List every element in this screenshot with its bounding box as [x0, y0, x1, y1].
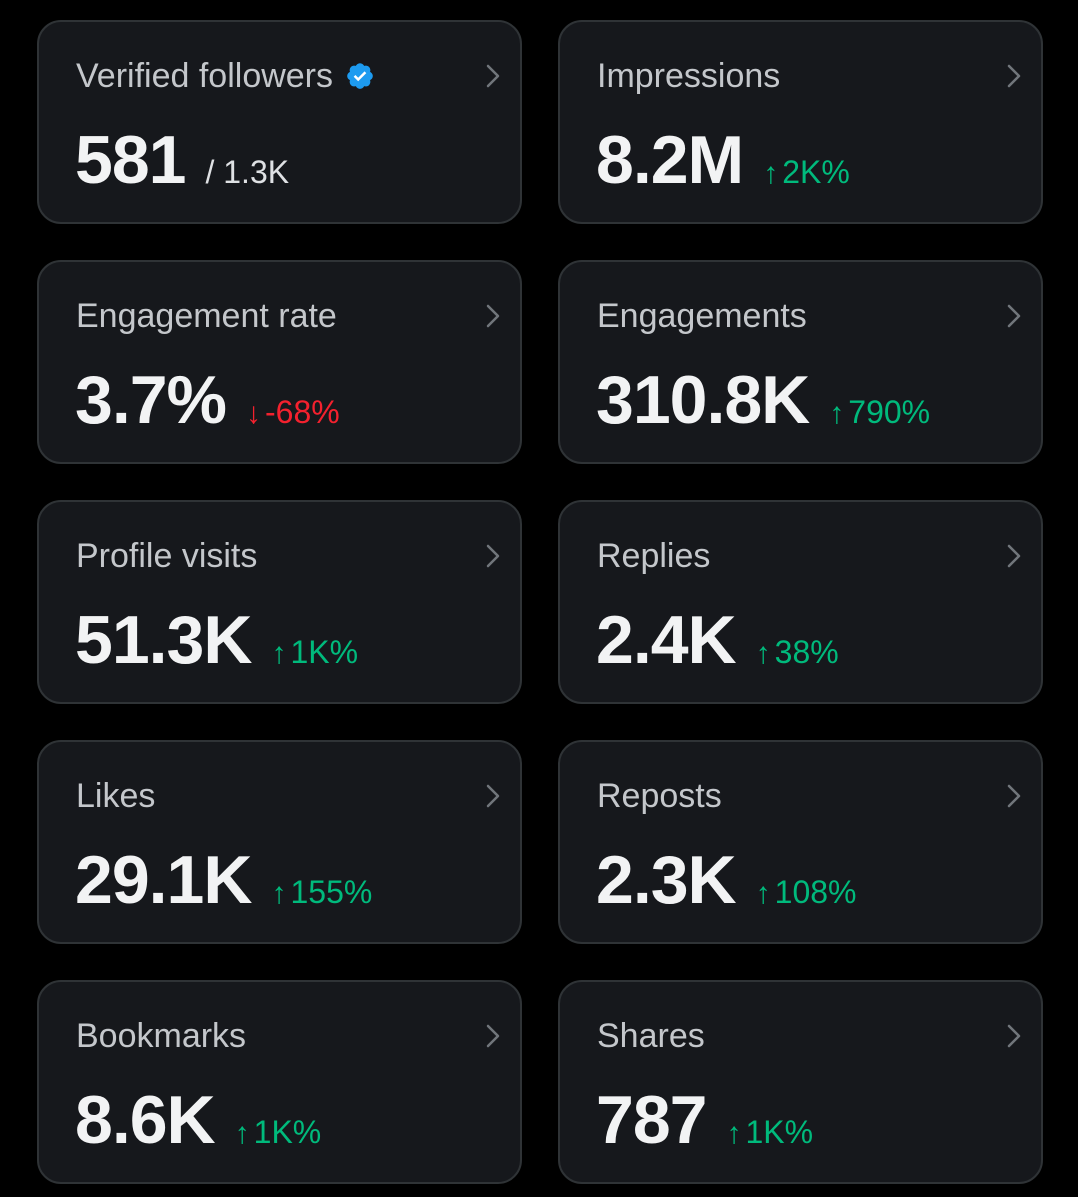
- metric-change: ↑ 2K%: [763, 154, 850, 191]
- card-engagement-rate[interactable]: Engagement rate 3.7% ↓ -68%: [37, 260, 522, 464]
- card-reposts[interactable]: Reposts 2.3K ↑ 108%: [558, 740, 1043, 944]
- change-percent: 38%: [774, 634, 839, 670]
- chevron-right-icon: [486, 304, 500, 328]
- card-title-row: Verified followers: [76, 54, 375, 98]
- change-percent: 1K%: [745, 1114, 814, 1150]
- change-percent: 155%: [290, 874, 373, 910]
- card-impressions[interactable]: Impressions 8.2M ↑ 2K%: [558, 20, 1043, 224]
- metric-change: ↓ -68%: [246, 394, 340, 431]
- metric-total: / 1.3K: [205, 154, 290, 190]
- metric-change: ↑ 155%: [271, 874, 372, 911]
- card-title-row: Impressions: [597, 54, 780, 98]
- value-row: 29.1K ↑ 155%: [75, 842, 372, 918]
- value-row: 310.8K ↑ 790%: [596, 362, 930, 438]
- change-percent: 108%: [774, 874, 857, 910]
- arrow-up-icon: ↑: [271, 877, 287, 910]
- value-row: 8.6K ↑ 1K%: [75, 1082, 321, 1158]
- change-percent: 790%: [848, 394, 931, 430]
- chevron-right-icon: [1007, 64, 1021, 88]
- chevron-right-icon: [1007, 1024, 1021, 1048]
- card-title: Impressions: [597, 57, 781, 95]
- arrow-up-icon: ↑: [755, 877, 771, 910]
- metric-value: 8.6K: [75, 1082, 216, 1158]
- metric-value: 310.8K: [596, 362, 810, 438]
- card-replies[interactable]: Replies 2.4K ↑ 38%: [558, 500, 1043, 704]
- card-title: Shares: [597, 1017, 705, 1055]
- value-row: 581 / 1.3K: [75, 122, 289, 198]
- card-title-row: Engagement rate: [76, 294, 337, 338]
- card-title: Likes: [76, 777, 156, 815]
- card-title: Reposts: [597, 777, 722, 815]
- value-row: 2.4K ↑ 38%: [596, 602, 839, 678]
- card-title: Bookmarks: [76, 1017, 247, 1055]
- card-title-row: Likes: [76, 774, 155, 818]
- metric-change: ↑ 108%: [756, 874, 857, 911]
- card-verified-followers[interactable]: Verified followers 581 / 1.3K: [37, 20, 522, 224]
- change-percent: -68%: [265, 394, 340, 430]
- card-engagements[interactable]: Engagements 310.8K ↑ 790%: [558, 260, 1043, 464]
- card-title-row: Reposts: [597, 774, 722, 818]
- card-title: Engagements: [597, 297, 807, 335]
- chevron-right-icon: [486, 784, 500, 808]
- metric-change: ↑ 1K%: [726, 1114, 813, 1151]
- arrow-up-icon: ↑: [234, 1117, 250, 1150]
- metric-value: 51.3K: [75, 602, 252, 678]
- metric-change: ↑ 790%: [829, 394, 930, 431]
- arrow-up-icon: ↑: [271, 637, 287, 670]
- card-title-row: Shares: [597, 1014, 705, 1058]
- arrow-up-icon: ↑: [755, 637, 771, 670]
- metric-value: 8.2M: [596, 122, 744, 198]
- change-percent: 2K%: [782, 154, 850, 190]
- arrow-up-icon: ↑: [763, 157, 779, 190]
- metric-value: 2.3K: [596, 842, 737, 918]
- value-row: 787 ↑ 1K%: [596, 1082, 813, 1158]
- card-title-row: Profile visits: [76, 534, 257, 578]
- card-likes[interactable]: Likes 29.1K ↑ 155%: [37, 740, 522, 944]
- value-row: 8.2M ↑ 2K%: [596, 122, 850, 198]
- card-title: Engagement rate: [76, 297, 337, 335]
- value-row: 2.3K ↑ 108%: [596, 842, 856, 918]
- card-title-row: Bookmarks: [76, 1014, 246, 1058]
- metric-value: 2.4K: [596, 602, 737, 678]
- card-title: Replies: [597, 537, 711, 575]
- metric-value: 29.1K: [75, 842, 252, 918]
- chevron-right-icon: [486, 64, 500, 88]
- metric-value: 787: [596, 1082, 707, 1158]
- card-title-row: Replies: [597, 534, 710, 578]
- arrow-up-icon: ↑: [726, 1117, 742, 1150]
- value-row: 3.7% ↓ -68%: [75, 362, 340, 438]
- metrics-grid: Verified followers 581 / 1.3K Impression…: [37, 20, 1043, 1184]
- metric-value: 581: [75, 122, 186, 198]
- chevron-right-icon: [486, 544, 500, 568]
- metric-value: 3.7%: [75, 362, 227, 438]
- chevron-right-icon: [1007, 304, 1021, 328]
- chevron-right-icon: [1007, 784, 1021, 808]
- chevron-right-icon: [486, 1024, 500, 1048]
- card-title: Verified followers: [76, 57, 334, 95]
- chevron-right-icon: [1007, 544, 1021, 568]
- change-percent: 1K%: [253, 1114, 322, 1150]
- arrow-up-icon: ↑: [829, 397, 845, 430]
- card-title: Profile visits: [76, 537, 258, 575]
- value-row: 51.3K ↑ 1K%: [75, 602, 358, 678]
- metric-change: ↑ 1K%: [271, 634, 358, 671]
- arrow-down-icon: ↓: [246, 397, 261, 430]
- card-bookmarks[interactable]: Bookmarks 8.6K ↑ 1K%: [37, 980, 522, 1184]
- change-percent: 1K%: [290, 634, 359, 670]
- verified-badge-icon: [347, 63, 373, 89]
- card-profile-visits[interactable]: Profile visits 51.3K ↑ 1K%: [37, 500, 522, 704]
- card-shares[interactable]: Shares 787 ↑ 1K%: [558, 980, 1043, 1184]
- card-title-row: Engagements: [597, 294, 807, 338]
- metric-change: ↑ 1K%: [235, 1114, 322, 1151]
- metric-change: ↑ 38%: [756, 634, 839, 671]
